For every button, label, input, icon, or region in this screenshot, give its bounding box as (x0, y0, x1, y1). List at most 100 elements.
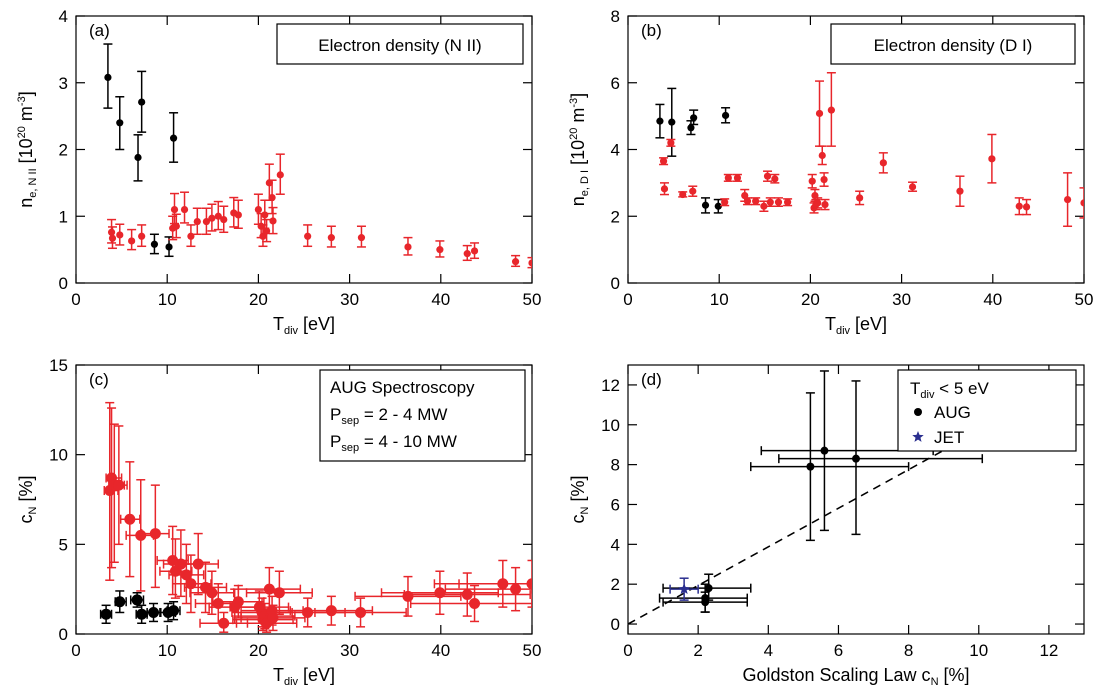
data-point (852, 454, 860, 463)
data-point (148, 606, 160, 618)
data-point (660, 185, 669, 193)
y-tick-label: 2 (59, 141, 68, 160)
data-point (134, 153, 142, 162)
data-point (131, 594, 143, 606)
panel-label: (a) (89, 21, 110, 40)
legend-frame (319, 369, 526, 462)
x-tick-label: 40 (431, 641, 450, 660)
data-point (908, 183, 917, 191)
x-tick-label: 30 (340, 641, 359, 660)
data-point (774, 198, 783, 206)
x-tick-label: 40 (431, 290, 450, 309)
data-point (100, 608, 112, 620)
y-tick-label: 8 (611, 7, 620, 26)
data-point (232, 596, 244, 608)
data-point (180, 569, 192, 581)
y-tick-label: 8 (611, 456, 620, 475)
data-point (714, 202, 722, 210)
y-tick-label: 6 (611, 495, 620, 514)
x-tick-label: 10 (710, 290, 729, 309)
data-point (202, 217, 211, 226)
data-point (724, 174, 732, 182)
y-tick-label: 0 (611, 615, 620, 634)
legend-entry: Psep = 2 - 4 MW (330, 405, 447, 427)
data-point (404, 243, 412, 251)
y-tick-label: 1 (59, 207, 68, 226)
data-point (818, 151, 826, 160)
x-axis-label: Goldston Scaling Law cN [%] (742, 665, 969, 688)
legend-entry: JET (934, 428, 964, 447)
data-point (273, 587, 285, 599)
data-layer (103, 43, 532, 269)
data-point (208, 214, 216, 222)
x-tick-label: 40 (983, 290, 1002, 309)
data-point (1022, 203, 1031, 211)
y-tick-label: 4 (611, 535, 620, 554)
y-axis-label: ne, D I [1020 m-3] (568, 93, 591, 206)
data-point (771, 175, 779, 183)
data-point (263, 227, 271, 235)
data-point (701, 201, 710, 209)
data-point (304, 232, 312, 240)
data-point (743, 197, 752, 205)
panel-a: 0 10 20 30 40 50 0 1 2 3 4 Tdiv [eV] ne, N II [1020 … (16, 7, 541, 337)
x-tick-label: 50 (523, 641, 542, 660)
y-tick-label: 6 (611, 74, 620, 93)
data-point (821, 200, 829, 209)
data-point (259, 232, 267, 240)
x-tick-label: 10 (158, 290, 177, 309)
x-axis-label: Tdiv [eV] (825, 314, 887, 337)
data-point (149, 528, 161, 540)
data-point (138, 98, 146, 106)
legend-title: AUG Spectroscopy (330, 378, 475, 397)
y-tick-label: 0 (611, 274, 620, 293)
data-point (436, 246, 444, 254)
data-point (128, 237, 136, 245)
data-point (108, 234, 117, 242)
panel-c: 0 10 20 30 40 50 0 5 10 15 Tdiv [eV] cN [%] (c) AUG S… (16, 356, 541, 688)
data-point (1015, 202, 1023, 210)
data-point (856, 194, 864, 202)
data-layer (655, 71, 1084, 228)
x-axis-label: Tdiv [eV] (273, 314, 335, 337)
x-tick-label: 12 (1039, 641, 1058, 660)
data-point (212, 598, 224, 610)
data-point (192, 558, 204, 570)
data-point (814, 199, 822, 207)
data-point (165, 243, 173, 251)
data-point (116, 119, 124, 127)
data-point (193, 217, 201, 226)
data-point (656, 117, 664, 125)
data-point (526, 578, 532, 590)
x-tick-label: 0 (623, 641, 632, 660)
data-point (302, 606, 314, 618)
y-axis-label: cN [%] (568, 476, 591, 524)
x-tick-label: 10 (158, 641, 177, 660)
y-axis-label: ne, N II [1020 m-3] (16, 91, 39, 207)
data-point (234, 211, 242, 219)
x-axis-label: Tdiv [eV] (273, 665, 335, 688)
data-point (214, 212, 222, 220)
data-point (124, 513, 136, 525)
data-point (988, 155, 996, 163)
y-tick-label: 5 (59, 535, 68, 554)
data-point (784, 198, 792, 206)
panel-title: Electron density (D I) (874, 36, 1033, 55)
x-tick-label: 6 (834, 641, 843, 660)
data-point (827, 106, 835, 114)
x-tick-label: 50 (523, 290, 542, 309)
data-point (136, 608, 148, 620)
panel-label: (c) (89, 370, 109, 389)
y-axis-label: cN [%] (16, 476, 39, 524)
data-point (187, 232, 195, 240)
x-tick-label: 10 (969, 641, 988, 660)
y-tick-label: 10 (601, 416, 620, 435)
y-tick-label: 12 (601, 376, 620, 395)
legend-circle-marker (914, 408, 922, 416)
data-point (168, 605, 180, 617)
y-tick-label: 4 (611, 141, 620, 160)
y-tick-label: 3 (59, 74, 68, 93)
data-point (276, 171, 284, 179)
data-point (808, 177, 816, 185)
